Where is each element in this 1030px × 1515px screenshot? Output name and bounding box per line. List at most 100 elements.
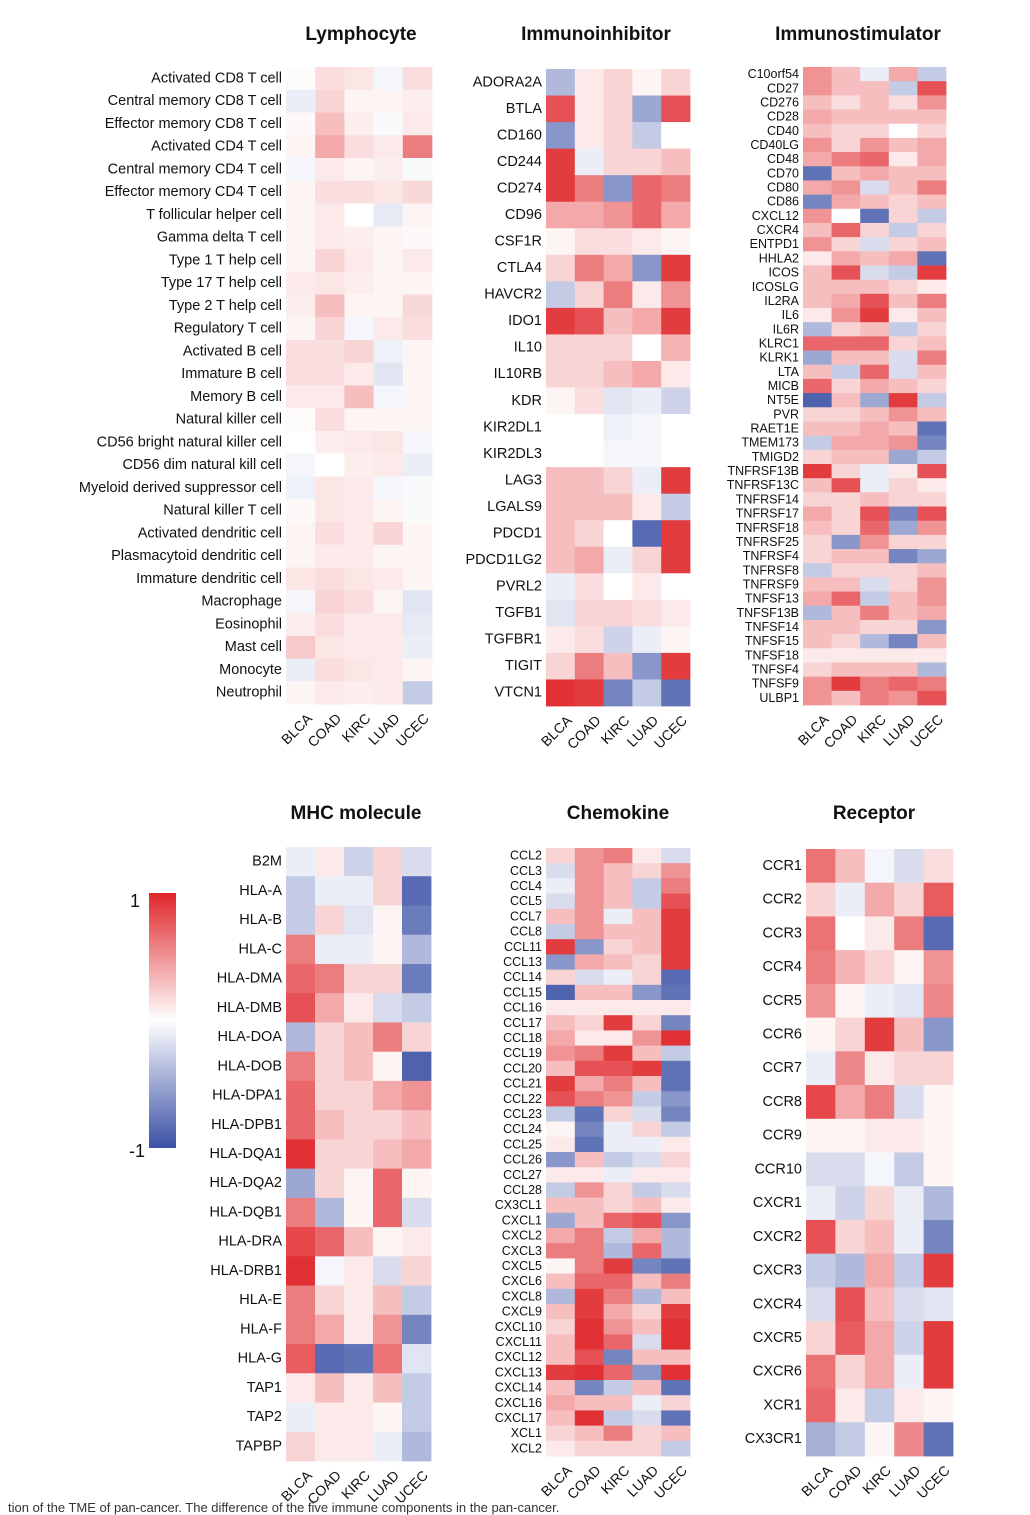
heatmap-cell-adora2a-luad bbox=[632, 69, 662, 96]
heatmap-cell-xcl1-blca bbox=[546, 1425, 576, 1442]
heatmap-cell-klrc1-luad bbox=[888, 336, 918, 351]
row-label-ccl15: CCL15 bbox=[503, 985, 542, 999]
heatmap-cell-ccl17-luad bbox=[632, 1015, 662, 1031]
row-label-cxcl3: CXCL3 bbox=[502, 1244, 542, 1258]
row-label-activated-b-cell: Activated B cell bbox=[183, 343, 282, 359]
heatmap-cell-cxcl12-kirc bbox=[860, 208, 890, 224]
heatmap-cell-effector-memory-cd4-t-cell-luad bbox=[373, 180, 404, 204]
row-label-klrc1: KLRC1 bbox=[759, 336, 799, 350]
heatmap-cell-cd27-coad bbox=[831, 81, 861, 96]
heatmap-cell-ccr5-luad bbox=[894, 983, 924, 1019]
heatmap-cell-tnfrsf8-coad bbox=[831, 563, 861, 578]
heatmap-cell-ccl25-kirc bbox=[603, 1136, 633, 1153]
row-label-tnfsf4: TNFSF4 bbox=[752, 663, 799, 677]
row-label-hla-dqa2: HLA-DQA2 bbox=[209, 1175, 282, 1191]
heatmap-cell-ccr10-coad bbox=[835, 1152, 866, 1187]
heatmap-cell-ccl26-luad bbox=[632, 1152, 662, 1168]
heatmap-cell-cxcl13-kirc bbox=[603, 1364, 633, 1381]
heatmap-cell-hla-dpb1-coad bbox=[315, 1110, 345, 1140]
heatmap-cell-ccl5-ucec bbox=[661, 893, 691, 910]
heatmap-cell-hla-g-kirc bbox=[344, 1344, 374, 1374]
heatmap-cell-tnfrsf13c-luad bbox=[888, 478, 918, 493]
heatmap-cell-tgfbr1-luad bbox=[632, 626, 662, 654]
heatmap-cell-cxcl3-ucec bbox=[661, 1243, 691, 1259]
heatmap-cell-cd27-ucec bbox=[917, 81, 947, 96]
heatmap-cell-tgfbr1-coad bbox=[574, 626, 604, 654]
row-label-cxcl10: CXCL10 bbox=[495, 1320, 542, 1334]
heatmap-cell-cxcr4-ucec bbox=[917, 222, 947, 238]
heatmap-cell-tigit-luad bbox=[632, 652, 662, 680]
heatmap-cell-ccl5-kirc bbox=[603, 893, 633, 910]
heatmap-cell-pdcd1-blca bbox=[546, 520, 576, 548]
heatmap-cell-cxcl17-blca bbox=[546, 1410, 576, 1426]
heatmap-cell-hla-dqa1-kirc bbox=[344, 1139, 374, 1170]
row-label-cxcl12: CXCL12 bbox=[752, 209, 799, 223]
receptor-title: Receptor bbox=[833, 803, 916, 824]
heatmap-cell-ccl11-ucec bbox=[661, 939, 691, 955]
heatmap-cell-lgals9-kirc bbox=[603, 493, 633, 521]
heatmap-cell-icos-blca bbox=[803, 265, 832, 281]
heatmap-cell-raet1e-kirc bbox=[860, 421, 890, 437]
heatmap-cell-cd276-kirc bbox=[860, 95, 890, 110]
receptor-heatmap: Receptor CCR1 CCR2 CCR3 CCR4 CCR5 CCR6 CCR7 CCR… bbox=[745, 803, 954, 1502]
row-label-hla-a: HLA-A bbox=[239, 883, 282, 899]
heatmap-cell-cxcl13-luad bbox=[632, 1364, 662, 1381]
heatmap-cell-tnfrsf13c-blca bbox=[803, 478, 832, 493]
heatmap-cell-cxcl2-ucec bbox=[661, 1228, 691, 1244]
row-label-effector-memory-cd4-t-cell: Effector memory CD4 T cell bbox=[105, 184, 282, 200]
heatmap-cell-central-memory-cd4-t-cell-ucec bbox=[402, 158, 433, 182]
heatmap-cell-ido1-ucec bbox=[661, 307, 691, 335]
row-label-tnfsf13b: TNFSF13B bbox=[736, 606, 799, 620]
heatmap-cell-tap1-coad bbox=[315, 1373, 345, 1403]
heatmap-cell-tap1-ucec bbox=[402, 1373, 432, 1403]
legend-colorbar bbox=[149, 893, 176, 1148]
row-label-ccl4: CCL4 bbox=[510, 879, 542, 893]
heatmap-cell-pdcd1lg2-luad bbox=[632, 546, 662, 574]
heatmap-cell-tmigd2-kirc bbox=[860, 449, 890, 465]
row-label-hla-dqa1: HLA-DQA1 bbox=[209, 1146, 282, 1162]
heatmap-cell-entpd1-blca bbox=[803, 237, 832, 252]
row-label-c10orf54: C10orf54 bbox=[748, 67, 799, 81]
heatmap-cell-memory-b-cell-coad bbox=[315, 385, 345, 409]
row-label-tgfbr1: TGFBR1 bbox=[485, 632, 542, 648]
heatmap-cell-ccl20-kirc bbox=[603, 1060, 633, 1077]
heatmap-cell-ccl8-coad bbox=[574, 924, 604, 940]
heatmap-cell-hhla2-kirc bbox=[860, 251, 890, 266]
row-label-ccl19: CCL19 bbox=[503, 1046, 542, 1060]
heatmap-cell-natural-killer-t-cell-coad bbox=[315, 499, 345, 523]
heatmap-cell-cxcl9-ucec bbox=[661, 1304, 691, 1320]
heatmap-cell-hla-dqa2-coad bbox=[315, 1168, 345, 1199]
heatmap-cell-ccr3-kirc bbox=[864, 916, 895, 951]
heatmap-cell-cd48-ucec bbox=[917, 152, 947, 167]
heatmap-cell-cx3cr1-coad bbox=[835, 1422, 866, 1457]
heatmap-cell-cd56-dim-natural-kill-cell-blca bbox=[286, 453, 316, 477]
heatmap-cell-kir2dl3-blca bbox=[546, 440, 576, 468]
heatmap-cell-tnfrsf9-luad bbox=[888, 577, 918, 592]
heatmap-cell-t-follicular-helper-cell-kirc bbox=[344, 203, 374, 227]
heatmap-cell-ccl11-luad bbox=[632, 939, 662, 955]
heatmap-cell-kir2dl3-kirc bbox=[603, 440, 633, 468]
heatmap-cell-cxcl2-luad bbox=[632, 1228, 662, 1244]
heatmap-cell-tnfsf13b-coad bbox=[831, 605, 861, 621]
heatmap-cell-hla-a-coad bbox=[315, 876, 345, 906]
heatmap-cell-hla-e-ucec bbox=[402, 1285, 432, 1316]
heatmap-cell-cd70-luad bbox=[888, 166, 918, 181]
heatmap-cell-hla-dqa2-luad bbox=[373, 1168, 403, 1199]
heatmap-cell-activated-dendritic-cell-kirc bbox=[344, 522, 374, 546]
heatmap-cell-hla-e-kirc bbox=[344, 1285, 374, 1316]
heatmap-cell-havcr2-kirc bbox=[603, 281, 633, 309]
heatmap-cell-cd244-coad bbox=[574, 148, 604, 176]
heatmap-cell-hla-dqb1-blca bbox=[286, 1197, 316, 1228]
heatmap-cell-immature-dendritic-cell-ucec bbox=[402, 567, 433, 591]
heatmap-cell-monocyte-kirc bbox=[344, 658, 374, 682]
heatmap-cell-hla-drb1-coad bbox=[315, 1256, 345, 1286]
heatmap-cell-activated-dendritic-cell-ucec bbox=[402, 522, 433, 546]
row-label-ccr4: CCR4 bbox=[763, 959, 802, 975]
heatmap-cell-hla-c-ucec bbox=[402, 934, 432, 965]
row-label-ido1: IDO1 bbox=[508, 313, 542, 329]
row-label-tnfrsf13c: TNFRSF13C bbox=[727, 478, 799, 492]
heatmap-cell-ccl3-coad bbox=[574, 863, 604, 879]
row-label-il6r: IL6R bbox=[773, 322, 799, 336]
heatmap-cell-micb-luad bbox=[888, 378, 918, 394]
heatmap-cell-tgfbr1-kirc bbox=[603, 626, 633, 654]
